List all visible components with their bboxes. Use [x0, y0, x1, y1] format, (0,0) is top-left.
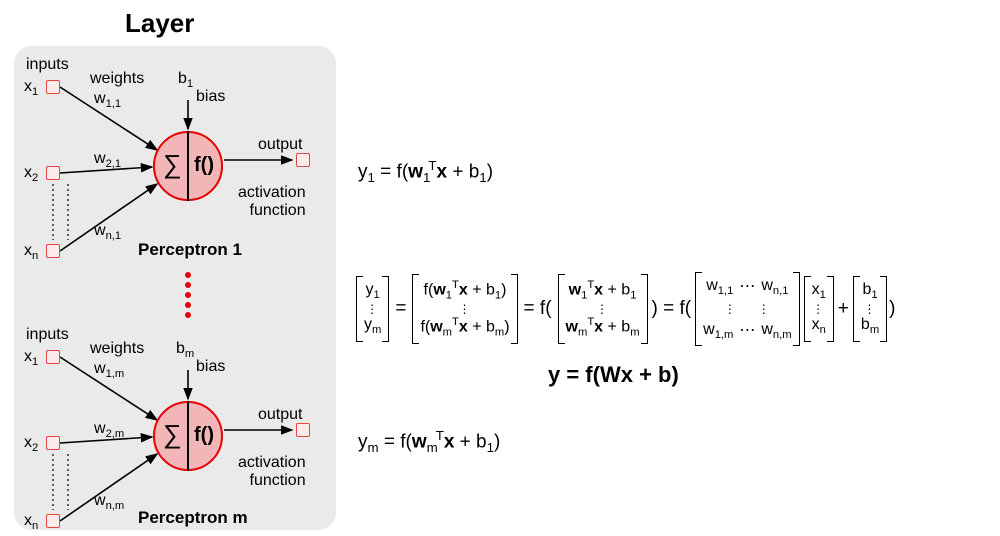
output-label-p1: output: [258, 136, 302, 154]
input-box-x1-pm: [46, 350, 60, 364]
input-box-xn-p1: [46, 244, 60, 258]
input-xn-pm: xn: [24, 512, 38, 532]
inputs-label-p1: inputs: [26, 56, 69, 74]
input-x1-pm: x1: [24, 348, 38, 368]
input-box-x1-p1: [46, 80, 60, 94]
f-vector: f(w1Tx + b1) ⋮ f(wmTx + bm): [412, 274, 517, 344]
w2m-label: w2,m: [94, 420, 124, 440]
red-dots-between: [185, 272, 191, 318]
bias-sym-p1: b1: [178, 70, 193, 90]
eq-y1: y1 = f(w1Tx + b1): [358, 158, 493, 185]
perceptron-divider-p1: [187, 131, 189, 201]
sigma-p1: ∑: [163, 149, 182, 180]
diagram-title: Layer: [125, 8, 194, 39]
x-vector: x1 ⋮ xn: [804, 276, 834, 342]
eq-ym: ym = f(wmTx + b1): [358, 428, 500, 455]
perceptron-label-p1: Perceptron 1: [138, 240, 242, 260]
fcall-pm: f(): [194, 424, 214, 447]
bias-sym-pm: bm: [176, 340, 194, 360]
activation-label-pm: activationfunction: [238, 454, 306, 489]
bias-label-p1: bias: [196, 88, 225, 106]
b-vector: b1 ⋮ bm: [853, 276, 887, 342]
weights-label-p1: weights: [90, 70, 144, 88]
wxb-vector: w1Tx + b1 ⋮ wmTx + bm: [558, 274, 648, 344]
input-x2-p1: x2: [24, 164, 38, 184]
w11-label: w1,1: [94, 90, 121, 110]
activation-label-p1: activationfunction: [238, 184, 306, 219]
input-xn-p1: xn: [24, 242, 38, 262]
input-x1-p1: x1: [24, 78, 38, 98]
wn1-label: wn,1: [94, 222, 121, 242]
inputs-label-pm: inputs: [26, 326, 69, 344]
w1m-label: w1,m: [94, 360, 124, 380]
w21-label: w2,1: [94, 150, 121, 170]
output-box-pm: [296, 423, 310, 437]
matrix-equation: y1 ⋮ ym = f(w1Tx + b1) ⋮ f(wmTx + bm) = …: [354, 272, 895, 346]
perceptron-label-pm: Perceptron m: [138, 508, 248, 528]
input-x2-pm: x2: [24, 434, 38, 454]
input-box-x2-pm: [46, 436, 60, 450]
W-matrix: w1,1⋯wn,1 ⋮ ⋮ w1,m⋯wn,m: [695, 272, 799, 346]
weights-label-pm: weights: [90, 340, 144, 358]
perceptron-divider-pm: [187, 401, 189, 471]
output-box-p1: [296, 153, 310, 167]
y-vector: y1 ⋮ ym: [356, 276, 389, 342]
compact-eq: y = f(Wx + b): [548, 362, 679, 388]
input-box-xn-pm: [46, 514, 60, 528]
sigma-pm: ∑: [163, 419, 182, 450]
bias-label-pm: bias: [196, 358, 225, 376]
fcall-p1: f(): [194, 154, 214, 177]
wnm-label: wn,m: [94, 492, 124, 512]
output-label-pm: output: [258, 406, 302, 424]
input-box-x2-p1: [46, 166, 60, 180]
